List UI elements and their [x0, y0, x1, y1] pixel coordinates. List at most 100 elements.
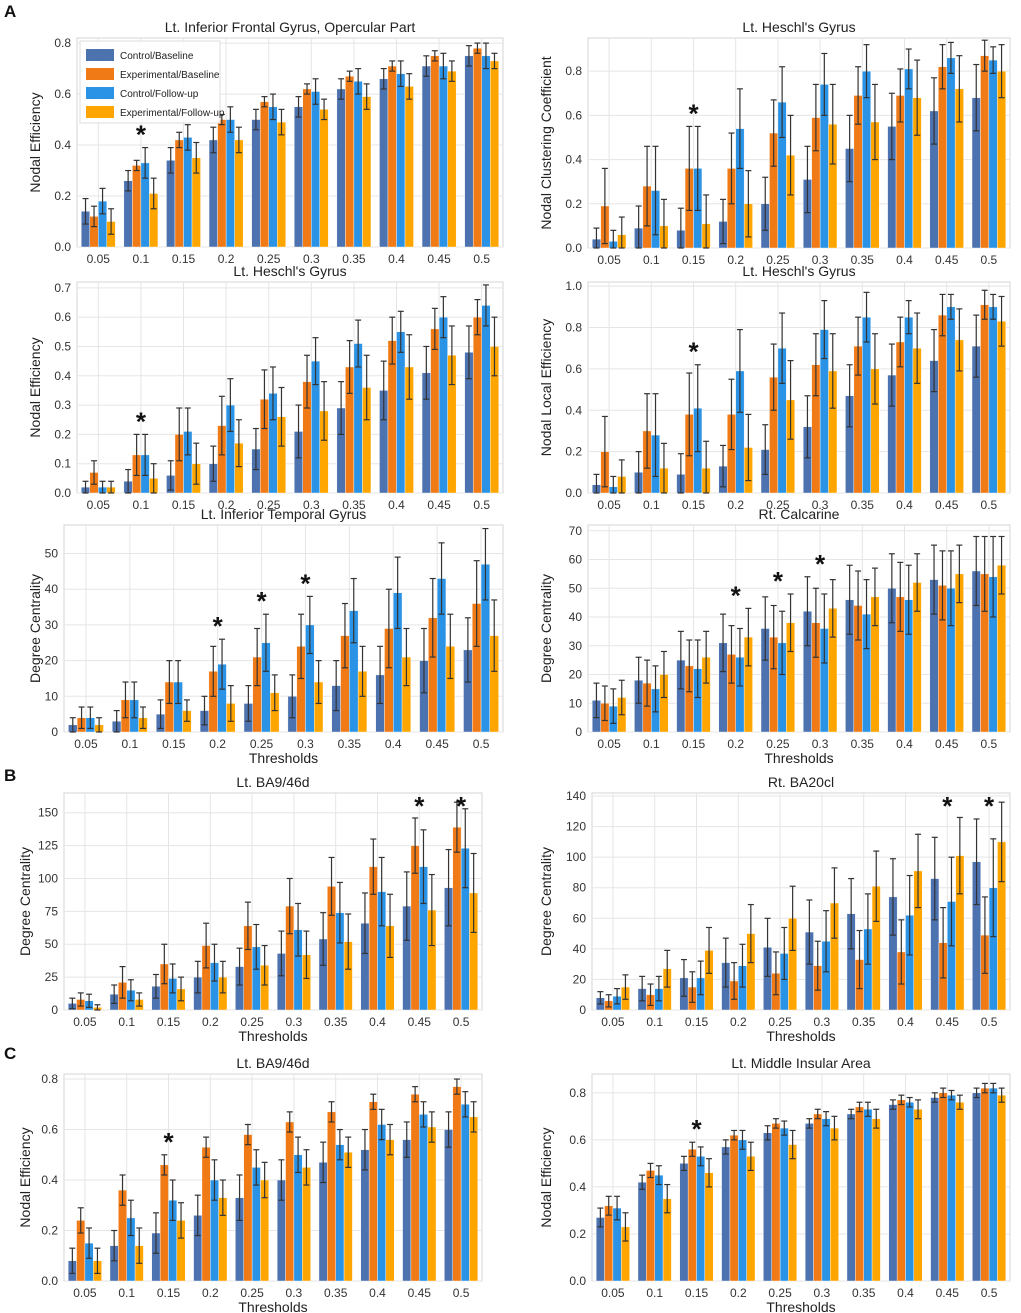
x-tick-label: 0.05: [601, 1015, 625, 1029]
bar: [379, 78, 389, 248]
bar: [217, 119, 227, 248]
significance-star: *: [300, 568, 311, 598]
x-tick-label: 0.5: [473, 252, 490, 266]
y-tick-label: 0.0: [569, 1274, 586, 1288]
y-tick-label: 0: [575, 725, 582, 739]
legend-swatch: [86, 87, 114, 99]
x-tick-label: 0.5: [981, 1286, 998, 1300]
x-tick-label: 0.3: [286, 1015, 303, 1029]
y-tick-label: 0.2: [54, 427, 71, 441]
bar: [243, 1134, 253, 1282]
x-tick-label: 0.15: [157, 1286, 181, 1300]
x-tick-label: 0.1: [133, 498, 150, 512]
x-tick-label: 0.1: [643, 498, 660, 512]
chart-6: 0 10 20 30 40 50 60 70 0.05 0.1 0.15 0.2 0.25 0.3 0.35…: [538, 506, 1011, 766]
y-tick-label: 100: [38, 871, 58, 885]
bar: [980, 304, 990, 494]
bar: [855, 1106, 864, 1282]
bar: [377, 1124, 387, 1282]
y-tick-label: 0.8: [54, 36, 71, 50]
x-tick-label: 0.3: [286, 1286, 303, 1300]
y-tick-label: 0.8: [565, 64, 582, 78]
y-tick-label: 140: [566, 789, 586, 803]
bar: [452, 1086, 462, 1282]
bar: [385, 1139, 395, 1282]
y-tick-label: 0.5: [54, 339, 71, 353]
y-tick-label: 0.4: [569, 1180, 586, 1194]
x-tick-label: 0.45: [427, 252, 451, 266]
x-tick-label: 0.35: [852, 1015, 876, 1029]
chart-3: 0.0 0.1 0.2 0.3 0.4 0.5 0.6 0.7 0.05 0.1 0.15 0.2 0.…: [27, 263, 504, 512]
panel-label-c: C: [4, 1044, 17, 1063]
bar: [763, 1132, 772, 1282]
legend-label: Control/Baseline: [120, 51, 194, 62]
legend-label: Experimental/Follow-up: [120, 108, 225, 119]
bar: [444, 1129, 453, 1282]
x-tick-label: 0.05: [73, 1015, 97, 1029]
bar: [779, 1127, 789, 1282]
bar: [402, 1139, 412, 1282]
chart-title: Lt. Middle Insular Area: [731, 1055, 871, 1071]
bar: [430, 328, 440, 494]
x-tick-label: 0.4: [896, 253, 913, 267]
x-axis-label: Thresholds: [249, 750, 318, 766]
bar: [343, 1152, 353, 1282]
panel-label-a: A: [4, 2, 17, 21]
bar: [294, 106, 303, 248]
bar: [746, 1156, 756, 1282]
y-axis-label: Nodal Clustering Coefficient: [538, 56, 554, 229]
bar: [988, 306, 998, 494]
y-tick-label: 60: [573, 911, 587, 925]
x-tick-label: 0.35: [324, 1015, 348, 1029]
chart-title: Rt. Calcarine: [759, 506, 840, 522]
x-tick-label: 0.4: [388, 252, 405, 266]
bar: [472, 47, 482, 248]
bar: [353, 81, 363, 248]
x-tick-label: 0.45: [408, 1286, 432, 1300]
x-tick-label: 0.5: [981, 1015, 998, 1029]
bar: [430, 55, 440, 248]
x-tick-label: 0.2: [730, 1015, 747, 1029]
bar: [904, 316, 914, 494]
x-tick-label: 0.2: [209, 737, 226, 751]
bar: [830, 1127, 839, 1282]
significance-star: *: [984, 791, 995, 821]
bar: [293, 1154, 303, 1282]
x-tick-label: 0.35: [338, 737, 362, 751]
x-tick-label: 0.45: [427, 498, 451, 512]
x-tick-label: 0.35: [342, 252, 366, 266]
legend-swatch: [86, 49, 114, 61]
y-tick-label: 0.4: [54, 369, 71, 383]
x-tick-label: 0.35: [851, 737, 875, 751]
y-axis-label: Nodal Local Efficiency: [538, 319, 554, 456]
x-tick-label: 0.5: [453, 1015, 470, 1029]
x-tick-label: 0.4: [369, 1015, 386, 1029]
y-tick-label: 0.2: [54, 189, 71, 203]
x-tick-label: 0.15: [682, 253, 706, 267]
y-tick-label: 0.7: [54, 281, 71, 295]
y-tick-label: 0.6: [565, 362, 582, 376]
y-tick-label: 80: [573, 881, 587, 895]
x-tick-label: 0.05: [597, 737, 621, 751]
bar: [904, 68, 914, 249]
x-tick-label: 0.3: [303, 498, 320, 512]
x-tick-label: 0.05: [74, 737, 98, 751]
y-axis-label: Nodal Efficiency: [27, 337, 43, 437]
chart-title: Lt. BA9/46d: [236, 774, 309, 790]
y-tick-label: 0.2: [565, 445, 582, 459]
significance-star: *: [414, 791, 425, 821]
x-tick-label: 0.25: [768, 1015, 792, 1029]
bar: [637, 1182, 647, 1282]
y-tick-label: 0.2: [569, 1227, 586, 1241]
bar: [947, 1094, 956, 1282]
x-tick-label: 0.35: [342, 498, 366, 512]
bar: [888, 1104, 898, 1282]
bar: [946, 57, 956, 249]
y-tick-label: 120: [566, 820, 586, 834]
x-tick-label: 0.3: [297, 737, 314, 751]
significance-star: *: [456, 791, 467, 821]
bar: [469, 1116, 479, 1282]
x-tick-label: 0.4: [897, 1015, 914, 1029]
bar: [687, 1149, 697, 1282]
